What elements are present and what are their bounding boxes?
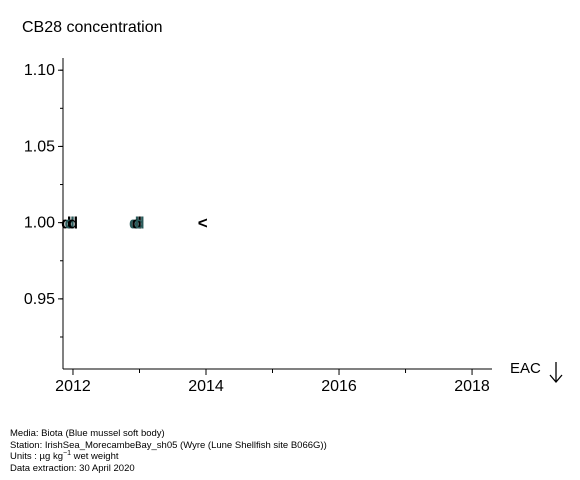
data-point: d [64,214,74,233]
data-point: d [132,214,142,233]
footer-media: Media: Biota (Blue mussel soft body) [10,428,165,439]
chart-title: CB28 concentration [22,19,163,36]
footer-units: Units : µg kg−1 wet weight [10,449,119,462]
chart-footer: Media: Biota (Blue mussel soft body) Sta… [10,428,327,474]
down-arrow-icon [549,362,563,383]
footer-station: Station: IrishSea_MorecambeBay_sh05 (Wyr… [10,439,327,451]
x-tick-label: 2012 [55,378,91,395]
x-tick-label: 2016 [321,378,357,395]
y-tick-label: 0.95 [24,291,55,308]
data-point: d [68,214,78,233]
chart-marks: ddd ddd < [61,214,208,233]
x-tick-label: 2018 [454,378,490,395]
eac-label: EAC [510,360,541,377]
y-tick-label: 1.00 [24,215,55,232]
y-tick-label: 1.05 [24,138,55,155]
x-tick-label: 2014 [188,378,224,395]
data-point: < [198,214,208,233]
y-tick-label: 1.10 [24,62,55,79]
data-point: d [129,214,139,233]
chart-axes: 0.95 1.00 1.05 1.10 2012 2014 2016 2018 [24,58,492,395]
data-point: d [134,214,144,233]
data-point: d [61,214,71,233]
footer-extraction: Data extraction: 30 April 2020 [10,462,135,474]
